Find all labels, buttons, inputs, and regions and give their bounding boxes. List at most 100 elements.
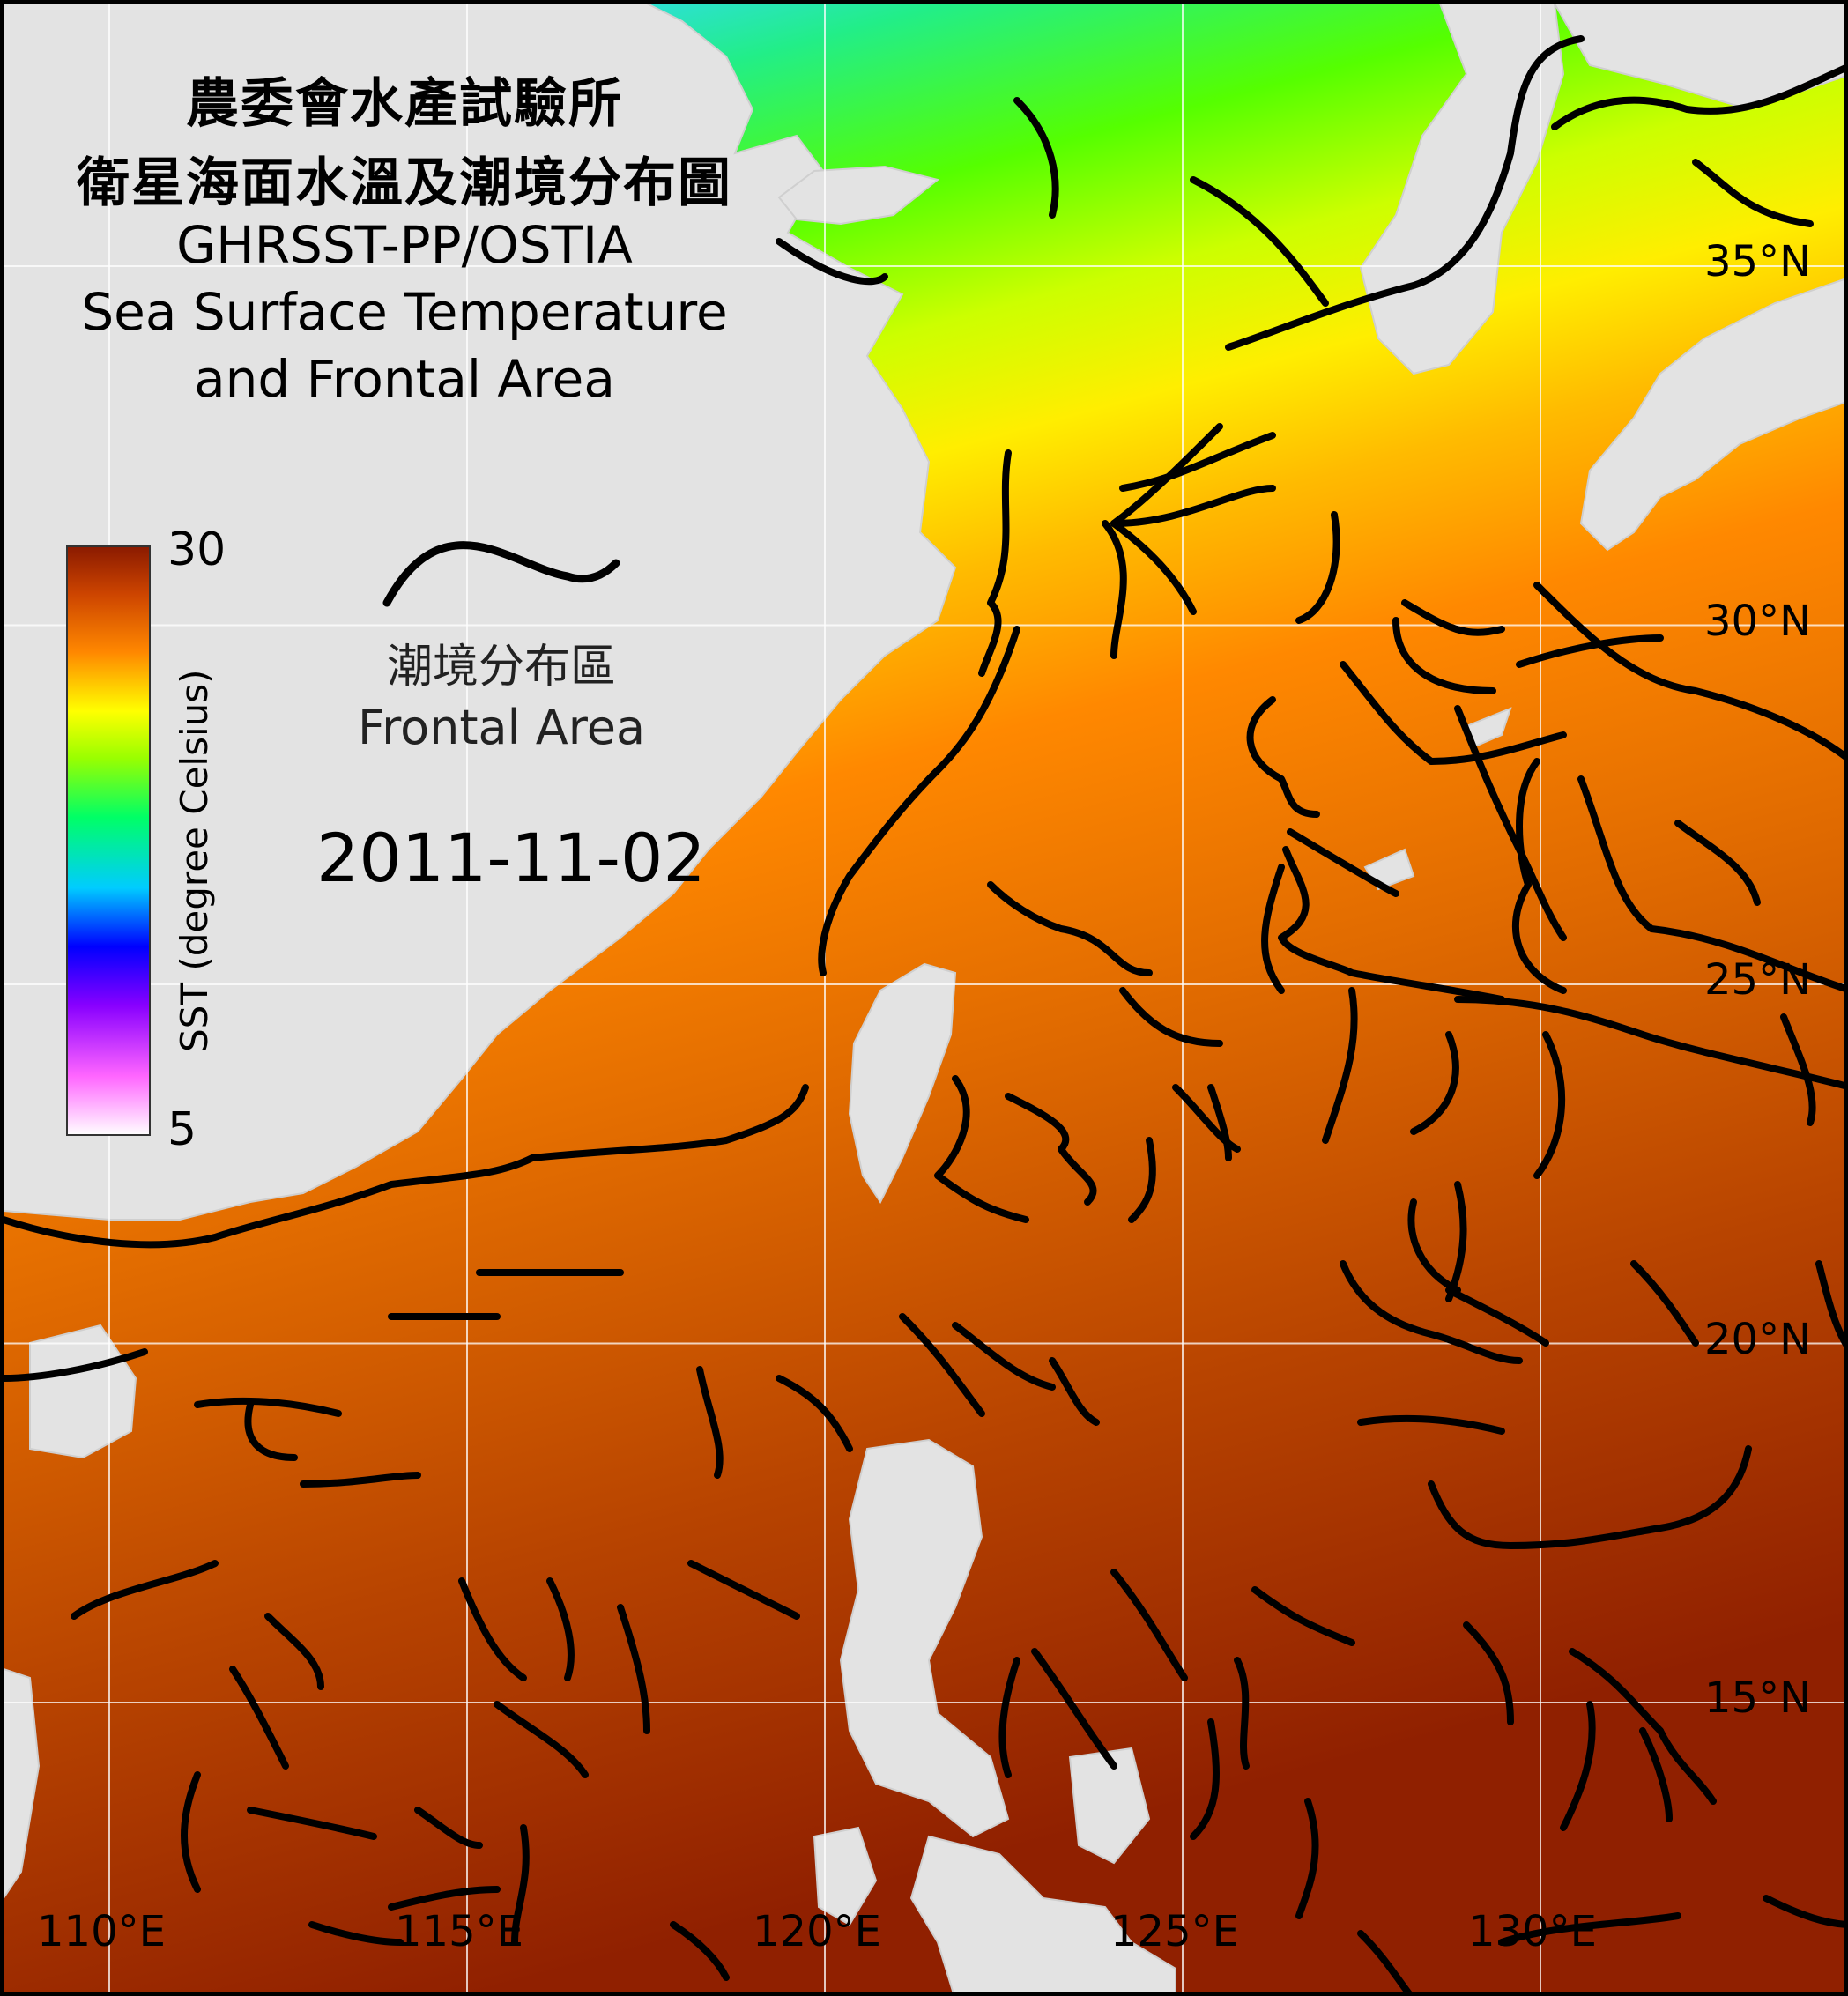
lon-label-120: 120°E xyxy=(753,1907,881,1956)
front-line xyxy=(1031,1648,1117,1770)
front-line xyxy=(247,1807,377,1840)
front-line xyxy=(1172,1084,1241,1153)
lon-label-115: 115°E xyxy=(395,1907,523,1956)
front-line xyxy=(1251,1586,1355,1646)
front-line xyxy=(1110,485,1276,527)
front-line xyxy=(1340,661,1567,765)
front-line xyxy=(1445,1181,1467,1302)
lat-label-20: 20°N xyxy=(1704,1315,1811,1364)
front-line xyxy=(1261,864,1285,994)
lon-label-130: 130°E xyxy=(1468,1907,1597,1956)
front-line xyxy=(229,1666,289,1770)
front-line xyxy=(1498,1912,1681,1946)
front-line xyxy=(414,1807,483,1849)
front-line xyxy=(1630,1260,1699,1347)
front-line xyxy=(546,1577,575,1681)
front-line xyxy=(1119,987,1223,1047)
front-line xyxy=(1190,176,1329,307)
front-line xyxy=(1392,617,1496,694)
title-dataset: GHRSST-PP/OSTIA xyxy=(176,215,633,275)
front-line xyxy=(244,1401,298,1461)
front-line xyxy=(1119,432,1276,492)
colorbar-max-label: 30 xyxy=(167,523,226,576)
front-line xyxy=(987,881,1153,976)
land-samar xyxy=(1068,1747,1151,1865)
front-line xyxy=(670,1921,730,1981)
front-line xyxy=(1357,1930,1413,1992)
front-line xyxy=(1110,520,1197,615)
map-date: 2011-11-02 xyxy=(316,819,706,897)
front-line xyxy=(511,1824,530,1946)
front-line xyxy=(1295,511,1340,624)
front-line xyxy=(978,449,1012,677)
lat-label-25: 25°N xyxy=(1704,955,1811,1005)
front-line xyxy=(264,1613,324,1690)
lat-label-15: 15°N xyxy=(1704,1673,1811,1723)
land-japan xyxy=(1579,278,1844,552)
front-line xyxy=(1454,996,1844,1090)
front-line xyxy=(1128,1137,1156,1223)
front-line xyxy=(4,1348,148,1382)
legend-label-zh: 潮境分布區 xyxy=(386,641,616,694)
front-line xyxy=(776,238,888,286)
front-line xyxy=(1560,1701,1596,1831)
front-line xyxy=(1445,1287,1549,1347)
lat-label-30: 30°N xyxy=(1704,597,1811,646)
land-visayas xyxy=(909,1835,1176,1992)
front-line xyxy=(1110,1569,1188,1681)
front-line xyxy=(617,1604,650,1734)
title-sst: Sea Surface Temperature xyxy=(81,282,728,342)
front-line xyxy=(1013,97,1059,219)
land-indochina xyxy=(4,1667,41,1900)
front-line xyxy=(1278,846,1505,1003)
land-korea xyxy=(1359,4,1565,375)
front-line xyxy=(1005,1093,1097,1206)
map-canvas xyxy=(4,4,1844,1992)
colorbar-min-label: 5 xyxy=(167,1103,197,1156)
front-line xyxy=(1401,599,1505,636)
front-line xyxy=(1763,1895,1844,1928)
land-taiwan xyxy=(848,962,957,1204)
front-line xyxy=(1407,1198,1461,1294)
front-line xyxy=(1357,1414,1505,1435)
front-line xyxy=(1463,1621,1514,1725)
colorbar xyxy=(66,545,151,1136)
front-line xyxy=(458,1577,527,1681)
front-line xyxy=(1246,696,1320,818)
front-line xyxy=(71,1560,219,1620)
front-line xyxy=(181,1771,201,1893)
title-agency: 農委會水產試驗所 xyxy=(186,73,623,135)
front-line xyxy=(934,1075,1029,1223)
graticule xyxy=(4,4,1844,1992)
front-line xyxy=(818,626,1020,976)
front-line xyxy=(1225,35,1585,351)
frontal-line-icon xyxy=(382,541,620,607)
lon-label-110: 110°E xyxy=(37,1907,166,1956)
front-line xyxy=(1639,1727,1673,1822)
front-line xyxy=(1551,64,1844,130)
front-line xyxy=(998,1657,1020,1778)
land-luzon xyxy=(839,1438,1010,1838)
front-line xyxy=(1780,1013,1816,1126)
front-line xyxy=(1207,1084,1232,1161)
front-line xyxy=(1102,520,1127,659)
front-line xyxy=(1295,1798,1319,1919)
front-line xyxy=(194,1397,342,1417)
front-line xyxy=(776,1375,853,1452)
front-line xyxy=(1190,1718,1220,1840)
front-line xyxy=(4,1084,809,1249)
front-line xyxy=(1577,775,1844,992)
land-shandong-peninsula xyxy=(777,165,940,226)
front-line xyxy=(696,1366,724,1479)
land-mindoro xyxy=(813,1826,878,1926)
front-line xyxy=(308,1921,404,1946)
front-line xyxy=(1340,1260,1523,1364)
lat-label-35: 35°N xyxy=(1704,237,1811,286)
front-line xyxy=(1410,1031,1459,1135)
front-line xyxy=(1533,582,1844,761)
front-line xyxy=(494,1701,589,1778)
front-line xyxy=(899,1313,985,1417)
front-line xyxy=(1692,159,1814,227)
front-line xyxy=(1511,758,1567,994)
